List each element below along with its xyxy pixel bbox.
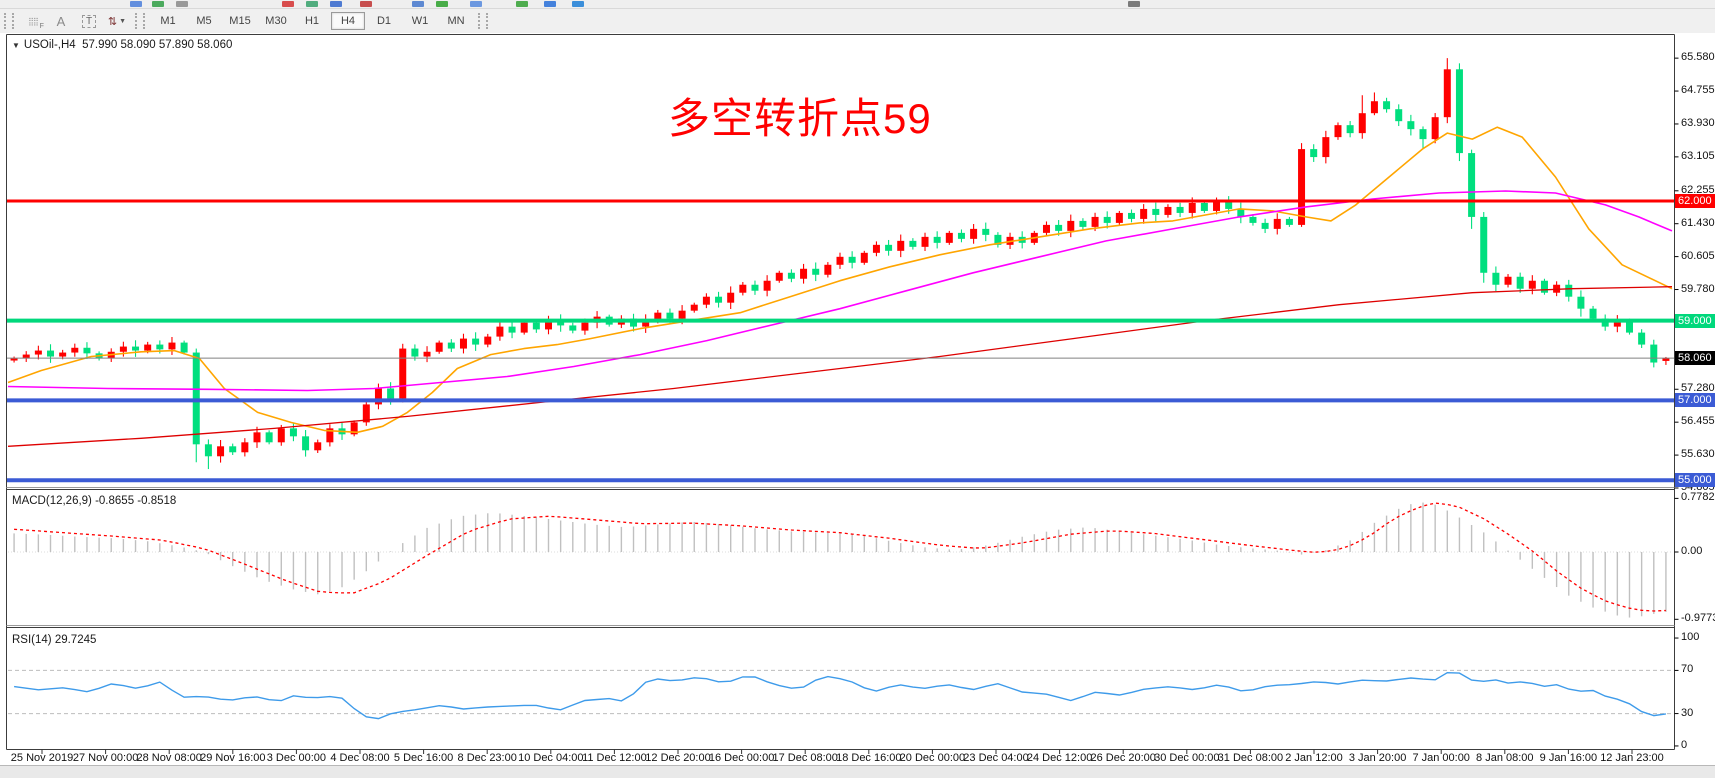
arrows-objects-icon[interactable]: ⇅ ▼	[107, 15, 127, 28]
collapse-triangle-icon[interactable]: ▼	[12, 41, 20, 50]
time-axis-label: 16 Dec 00:00	[708, 752, 775, 764]
partial-icon	[544, 1, 556, 7]
tf-button-M1[interactable]: M1	[160, 15, 176, 27]
rsi-tick: 30	[1681, 706, 1694, 719]
partial-icon	[470, 1, 482, 7]
macd-tick: 0.7782	[1681, 491, 1715, 504]
time-axis-label: 20 Dec 00:00	[899, 752, 966, 764]
toolbar-drag-handle[interactable]	[478, 13, 488, 29]
partial-icon	[436, 1, 448, 7]
partial-icon	[330, 1, 342, 7]
price-line-label: 59.000	[1675, 313, 1715, 328]
chart-window[interactable]: ▼ USOil-,H4 57.990 58.090 57.890 58.060 多…	[0, 33, 1715, 778]
time-axis-label: 26 Dec 20:00	[1090, 752, 1156, 764]
rsi-tick: 100	[1681, 631, 1700, 644]
tf-button-MN[interactable]: MN	[447, 15, 465, 27]
time-axis-label: 3 Dec 00:00	[266, 752, 327, 764]
rsi-tick: 0	[1681, 738, 1688, 751]
time-axis-label: 3 Jan 20:00	[1348, 752, 1407, 764]
time-axis-label: 10 Dec 04:00	[518, 752, 584, 764]
time-axis-label: 8 Jan 08:00	[1476, 752, 1534, 764]
price-line-label: 57.000	[1675, 393, 1715, 408]
text-label-tool-icon[interactable]: T	[76, 10, 102, 32]
price-line-label: 62.000	[1675, 193, 1715, 208]
price-tick: 56.455	[1681, 415, 1715, 428]
partial-icon	[176, 1, 188, 7]
time-axis-label: 30 Dec 00:00	[1154, 752, 1220, 764]
time-axis-label: 24 Dec 12:00	[1026, 752, 1093, 764]
macd-indicator-label: MACD(12,26,9) -0.8655 -0.8518	[12, 495, 177, 507]
chart-canvas[interactable]	[0, 33, 1715, 777]
partial-top-toolbar-row	[0, 0, 1715, 9]
partial-icon	[572, 1, 584, 7]
partial-icon	[282, 1, 294, 7]
price-tick: 61.430	[1681, 216, 1715, 229]
price-tick: 63.105	[1681, 149, 1715, 162]
price-tick: 60.605	[1681, 249, 1715, 262]
time-axis-label: 4 Dec 08:00	[330, 752, 390, 764]
tf-button-H4[interactable]: H4	[331, 12, 365, 30]
time-axis-label: 17 Dec 08:00	[772, 752, 838, 764]
time-axis-label: 25 Nov 2019	[10, 752, 74, 764]
rsi-tick: 70	[1681, 663, 1694, 676]
toolbar-drag-handle[interactable]	[4, 13, 14, 29]
partial-icon	[360, 1, 372, 7]
timeframe-bar: M1 M5 M15 M30 H1 H4 D1 W1 MN	[150, 12, 474, 30]
macd-tick: 0.00	[1681, 544, 1703, 557]
partial-icon	[152, 1, 164, 7]
symbol-header[interactable]: ▼ USOil-,H4 57.990 58.090 57.890 58.060	[12, 39, 233, 51]
tf-button-H1[interactable]: H1	[304, 15, 320, 27]
toolbar-drag-handle[interactable]	[135, 13, 145, 29]
tf-button-M15[interactable]: M15	[229, 15, 251, 27]
price-tick: 59.780	[1681, 282, 1715, 295]
time-axis-label: 12 Jan 23:00	[1600, 752, 1664, 764]
price-tick: 64.755	[1681, 84, 1715, 97]
rsi-indicator-label: RSI(14) 29.7245	[12, 634, 97, 646]
time-axis-label: 8 Dec 23:00	[457, 752, 517, 764]
partial-icon	[130, 1, 142, 7]
ohlc-values: 57.990 58.090 57.890 58.060	[82, 39, 233, 51]
chart-toolbar: ⣿⣿ F A T ⇅ ▼ M1 M5 M15 M30 H1 H4 D1 W1 MN	[0, 9, 1715, 34]
time-axis-label: 12 Dec 20:00	[645, 752, 711, 764]
price-tick: 65.580	[1681, 51, 1715, 64]
time-axis-label: 27 Nov 00:00	[72, 752, 139, 764]
price-tick: 62.255	[1681, 183, 1715, 196]
partial-icon	[1128, 1, 1140, 7]
price-tick: 55.630	[1681, 448, 1715, 461]
tf-button-M5[interactable]: M5	[196, 15, 212, 27]
macd-tick: -0.9773	[1681, 612, 1715, 625]
time-axis-label: 18 Dec 16:00	[836, 752, 902, 764]
window-bottom-strip	[0, 765, 1715, 778]
crosshair-grid-icon[interactable]: ⣿⣿ F	[28, 16, 44, 30]
tf-button-D1[interactable]: D1	[376, 15, 392, 27]
partial-icon	[306, 1, 318, 7]
time-axis-label: 5 Dec 16:00	[393, 752, 454, 764]
price-tick: 63.930	[1681, 116, 1715, 129]
partial-icon	[412, 1, 424, 7]
chart-text-annotation[interactable]: 多空转折点59	[668, 95, 932, 142]
time-axis-label: 31 Dec 08:00	[1217, 752, 1284, 764]
time-axis-label: 9 Jan 16:00	[1539, 752, 1598, 764]
time-axis-label: 28 Nov 08:00	[136, 752, 202, 764]
partial-icon	[516, 1, 528, 7]
tf-button-W1[interactable]: W1	[411, 15, 429, 27]
time-axis-label: 11 Dec 12:00	[582, 752, 647, 764]
time-axis-label: 23 Dec 04:00	[963, 752, 1029, 764]
text-tool-icon[interactable]: A	[56, 13, 66, 29]
tf-button-M30[interactable]: M30	[265, 15, 287, 27]
price-line-label: 58.060	[1675, 351, 1715, 366]
time-axis-label: 7 Jan 00:00	[1412, 752, 1470, 764]
price-tick: 57.280	[1681, 382, 1715, 395]
price-line-label: 55.000	[1675, 473, 1715, 488]
time-axis-label: 2 Jan 12:00	[1285, 752, 1343, 764]
time-axis-label: 29 Nov 16:00	[200, 752, 266, 764]
